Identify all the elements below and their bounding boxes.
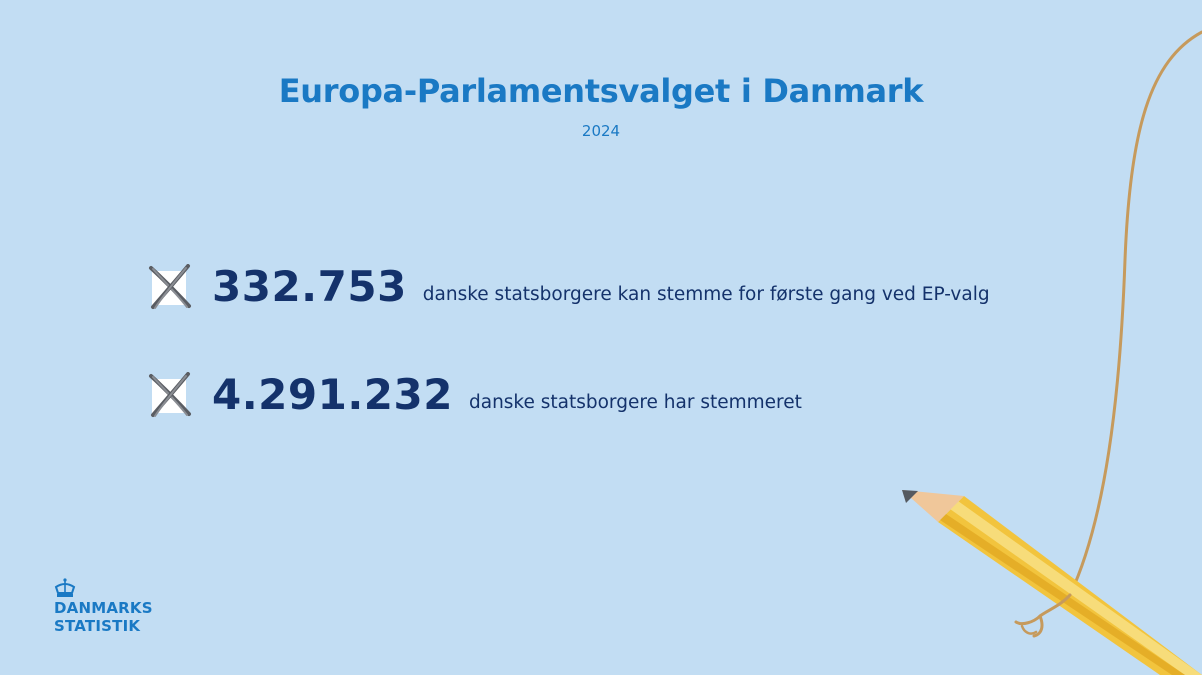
stat-number-first-time-voters: 332.753 (212, 262, 407, 311)
stat-text-first-time-voters: danske statsborgere kan stemme for først… (422, 284, 990, 305)
page-subtitle-year: 2024 (581, 122, 621, 140)
stat-row-first-time-voters: 332.753 danske statsborgere kan stemme f… (148, 262, 990, 311)
crossed-checkbox-icon (149, 371, 191, 417)
logo-text-line1: DANMARKS (54, 599, 153, 617)
stat-text-eligible-voters: danske statsborgere har stemmeret (468, 392, 802, 413)
stat-number-eligible-voters: 4.291.232 (212, 370, 453, 419)
stat-row-eligible-voters: 4.291.232 danske statsborgere har stemme… (148, 370, 802, 419)
crown-icon (54, 578, 76, 597)
danmarks-statistik-logo: DANMARKS STATISTIK (54, 578, 174, 638)
page-title: Europa-Parlamentsvalget i Danmark (278, 72, 924, 110)
logo-text-line2: STATISTIK (54, 617, 141, 635)
crossed-checkbox-icon (149, 263, 191, 309)
